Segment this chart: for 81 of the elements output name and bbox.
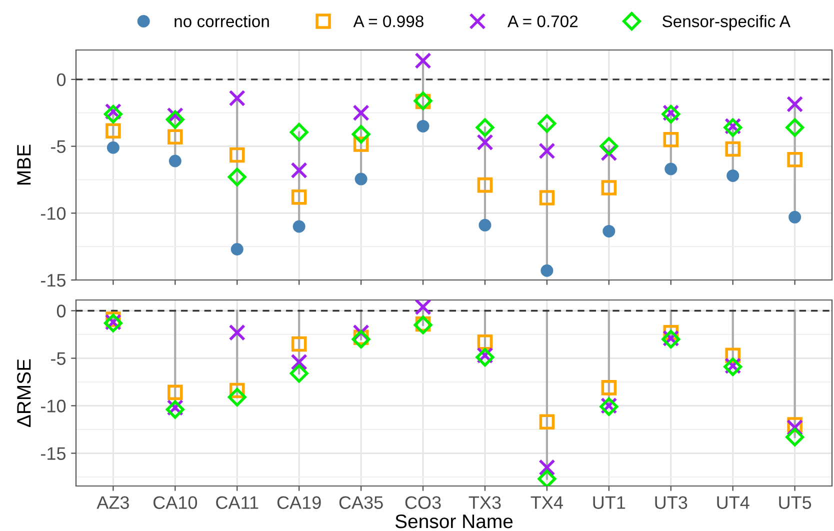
point (414, 52, 432, 70)
y-tick-label: 0 (56, 304, 66, 318)
point (414, 300, 432, 316)
y-tick-label: 0 (56, 73, 66, 86)
point (168, 129, 183, 145)
point (664, 162, 678, 176)
x-tick-label: UT4 (717, 496, 750, 509)
point (539, 190, 555, 206)
y-tick-label: -10 (40, 207, 66, 220)
point (291, 189, 307, 205)
point (352, 124, 370, 144)
point (601, 180, 617, 196)
point (477, 177, 493, 193)
point (168, 154, 182, 168)
point (228, 324, 246, 341)
point (290, 122, 308, 142)
point (166, 400, 184, 419)
point (104, 104, 122, 124)
point (477, 334, 493, 350)
point (786, 428, 804, 446)
point (290, 364, 308, 383)
point (538, 470, 556, 486)
point (228, 388, 246, 406)
point (540, 264, 554, 277)
point (416, 120, 430, 132)
point (476, 118, 494, 137)
point (166, 110, 184, 129)
x-tick-label: TX3 (468, 496, 501, 509)
point (602, 224, 616, 238)
point (352, 330, 370, 348)
point (663, 132, 679, 148)
point (538, 459, 556, 476)
x-tick-label: CA10 (153, 496, 198, 509)
x-axis-title: Sensor Name (395, 514, 513, 528)
point (291, 336, 307, 352)
point (476, 134, 494, 151)
point (290, 162, 308, 179)
point (538, 142, 556, 160)
point (787, 152, 802, 168)
legend-label: no correction (174, 15, 269, 28)
x-tick-label: UT5 (779, 496, 812, 509)
x-tick-label: AZ3 (96, 496, 129, 509)
y-tick-label: -15 (40, 274, 66, 287)
point (725, 141, 740, 157)
point (538, 114, 556, 133)
point (229, 147, 245, 163)
point (292, 220, 306, 233)
x-tick-label: UT3 (655, 496, 688, 509)
x-tick-label: TX4 (530, 496, 563, 509)
y-tick-label: -5 (51, 140, 66, 153)
point (354, 172, 368, 186)
legend-label: Sensor-specific A (662, 15, 790, 31)
point (230, 242, 244, 256)
point (168, 384, 183, 400)
point (726, 169, 740, 182)
point (600, 137, 618, 156)
point (106, 123, 121, 139)
point (786, 96, 804, 112)
point (106, 141, 120, 154)
point (290, 354, 308, 370)
legend-label: A = 0.702 (508, 15, 578, 28)
x-tick-label: UT1 (593, 496, 626, 509)
y-axis-title: MBE (17, 144, 31, 184)
point (539, 414, 555, 430)
x-tick-label: CA19 (277, 496, 321, 509)
point (788, 210, 802, 224)
legend-label: A = 0.998 (353, 15, 424, 28)
point (601, 380, 617, 396)
y-tick-label: -10 (40, 400, 66, 412)
point (476, 348, 494, 367)
y-tick-label: -15 (40, 447, 66, 460)
x-tick-label: CO3 (405, 496, 441, 509)
point (478, 218, 492, 232)
point (352, 104, 370, 122)
x-tick-label: CA11 (216, 496, 258, 509)
y-tick-label: -5 (51, 352, 66, 365)
x-tick-label: CA35 (339, 496, 383, 509)
point (228, 168, 246, 186)
point (786, 118, 804, 137)
y-axis-title: ΔRMSE (17, 359, 31, 428)
point (228, 90, 246, 106)
